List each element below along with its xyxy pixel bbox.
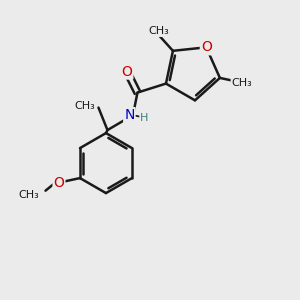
Text: N: N <box>124 108 135 122</box>
Text: CH₃: CH₃ <box>148 26 169 36</box>
Text: O: O <box>53 176 64 190</box>
Text: O: O <box>122 64 132 79</box>
Text: CH₃: CH₃ <box>75 101 95 111</box>
Text: H: H <box>140 113 148 123</box>
Text: CH₃: CH₃ <box>232 78 252 88</box>
Text: CH₃: CH₃ <box>18 190 39 200</box>
Text: O: O <box>201 40 212 54</box>
